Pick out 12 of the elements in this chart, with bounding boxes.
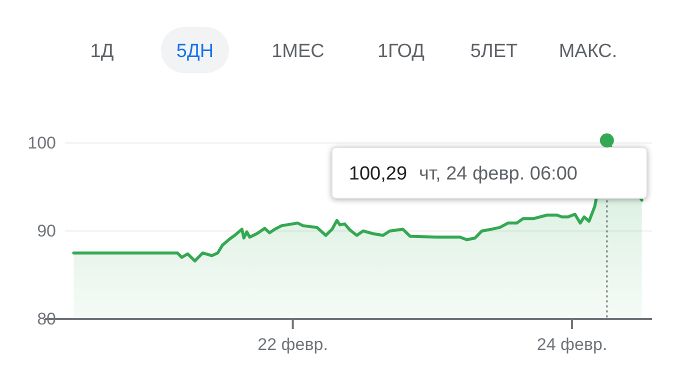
annotation: 100,29 (348, 163, 408, 184)
x-tick-label: 24 февр. (536, 334, 608, 354)
y-tick-label: 90 (37, 221, 56, 240)
x-tick-label: 22 февр. (258, 334, 328, 354)
range-tab[interactable]: 1МЕС (272, 41, 324, 62)
annotation: чт, 24 февр. 06:00 (419, 163, 578, 184)
range-tab[interactable]: 1ГОД (377, 41, 425, 62)
range-tab[interactable]: 1Д (90, 41, 114, 62)
range-tab[interactable]: 5ЛЕТ (470, 41, 518, 62)
y-tick-label: 100 (28, 133, 56, 152)
range-tab[interactable]: 5ДН (161, 27, 229, 73)
range-tab[interactable]: МАКС. (558, 41, 618, 62)
